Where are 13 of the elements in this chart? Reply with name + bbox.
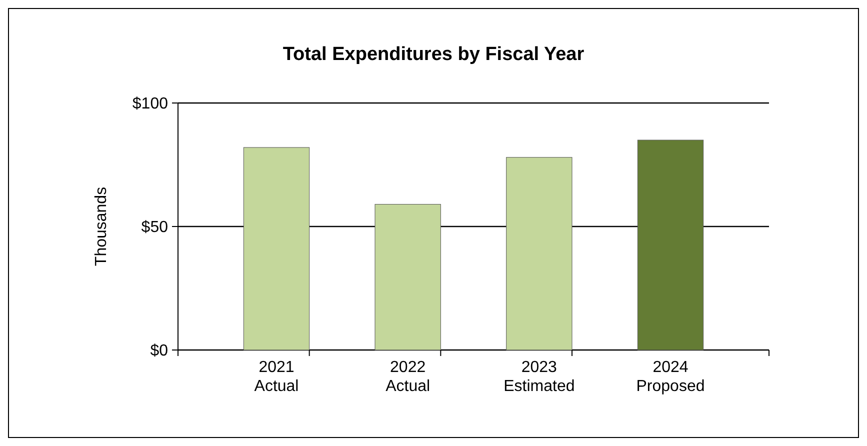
y-tick-label: $100 [132, 96, 168, 113]
x-tick-label: 2021 Actual [254, 359, 299, 395]
bar [243, 147, 310, 350]
y-tick-label: $50 [141, 219, 168, 236]
bar [506, 157, 572, 350]
y-tick-label: $0 [150, 342, 168, 360]
bar [374, 204, 441, 350]
x-tick-label: 2024 Proposed [636, 359, 705, 395]
x-tick-label: 2022 Actual [386, 359, 430, 395]
y-axis-title: Thousands [93, 186, 110, 266]
bar [637, 140, 704, 350]
x-tick-label: 2023 Estimated [504, 359, 575, 395]
chart-title: Total Expenditures by Fiscal Year [282, 44, 585, 65]
